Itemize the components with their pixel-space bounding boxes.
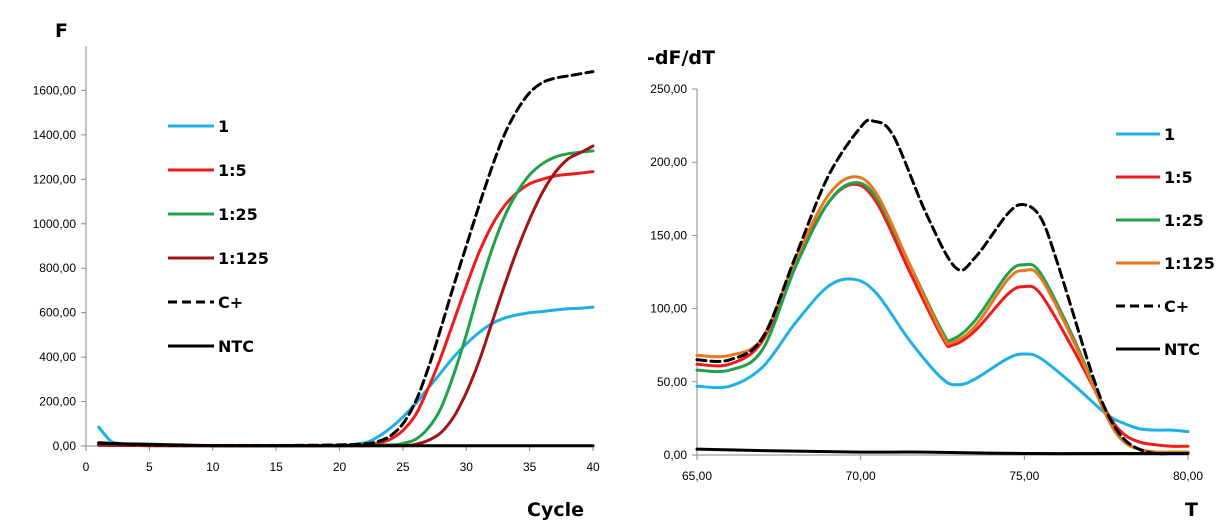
x-tick-label: 65,00 (682, 469, 712, 483)
legend-label-series-1: 1 (1164, 125, 1175, 144)
x-tick-label: 20 (333, 460, 347, 474)
y-tick-label: 1400,00 (33, 128, 77, 142)
y-tick-label: 50,00 (657, 375, 687, 389)
legend: 1 1:5 1:25 1:125 C+ NTC (168, 117, 269, 356)
series-1-25-line (97, 149, 595, 448)
y-tick-label: 600,00 (39, 306, 76, 320)
legend-label-series-ntc: NTC (1164, 340, 1200, 359)
legend-label-series-c: C+ (218, 293, 243, 312)
series-lines (97, 70, 595, 448)
x-tick-label: 10 (206, 460, 220, 474)
y-tick-label: 0,00 (664, 448, 688, 462)
y-tick-label: 100,00 (650, 302, 687, 316)
x-tick-label: 75,00 (1009, 469, 1039, 483)
series-1-line (695, 277, 1190, 434)
tick-labels: 0,00 50,00 100,00 150,00 200,00 250,00 65,00 70… (650, 82, 1203, 483)
series-1-25-line (695, 181, 1190, 454)
series-1-125-line (695, 175, 1190, 454)
legend-label-series-1-5: 1:5 (1164, 168, 1193, 187)
y-tick-label: 1000,00 (33, 217, 77, 231)
legend-label-series-1-125: 1:125 (1164, 254, 1215, 273)
legend-label-series-1-5: 1:5 (218, 161, 247, 180)
axes (692, 88, 1189, 460)
x-tick-label: 35 (523, 460, 537, 474)
series-1-line (97, 305, 595, 448)
chart-melting: -dF/dT T 0,00 50,00 100,00 150,00 200,00 250,… (647, 47, 1215, 521)
series-lines (695, 118, 1190, 456)
x-tick-label: 25 (396, 460, 410, 474)
x-tick-label: 40 (586, 460, 600, 474)
y-tick-label: 800,00 (39, 261, 76, 275)
legend: 1 1:5 1:25 1:125 C+ NTC (1116, 125, 1215, 359)
series-1-5-line (695, 182, 1190, 448)
x-tick-label: 15 (269, 460, 283, 474)
legend-label-series-ntc: NTC (218, 337, 254, 356)
series-c-line (695, 118, 1190, 456)
legend-label-series-1-125: 1:125 (218, 249, 269, 268)
y-tick-label: 250,00 (650, 82, 687, 96)
chart-amplification: F Cycle 0,00200,00400,00600,00800,001000… (33, 20, 600, 521)
y-tick-label: 200,00 (650, 155, 687, 169)
series-ntc-line (97, 441, 595, 448)
y-axis-title: -dF/dT (647, 47, 715, 69)
x-axis-title: Cycle (527, 499, 584, 521)
x-axis-title: T (1185, 499, 1198, 521)
legend-label-series-1-25: 1:25 (1164, 211, 1204, 230)
y-axis-title: F (55, 20, 68, 42)
x-tick-label: 0 (83, 460, 90, 474)
y-tick-label: 400,00 (39, 350, 76, 364)
legend-label-series-1: 1 (218, 117, 229, 136)
x-tick-label: 5 (146, 460, 153, 474)
y-tick-label: 1600,00 (33, 83, 77, 97)
y-tick-label: 150,00 (650, 228, 687, 242)
y-tick-label: 200,00 (39, 395, 76, 409)
x-tick-label: 30 (460, 460, 474, 474)
y-tick-label: 0,00 (53, 439, 77, 453)
x-tick-label: 70,00 (846, 469, 876, 483)
x-tick-label: 80,00 (1173, 469, 1203, 483)
y-tick-label: 1200,00 (33, 172, 77, 186)
series-ntc-line (695, 447, 1190, 456)
legend-label-series-1-25: 1:25 (218, 205, 258, 224)
legend-label-series-c: C+ (1164, 297, 1189, 316)
tick-labels: 0,00 200,00 400,00 600,00 800,00 1000,00 1200,… (33, 83, 600, 474)
